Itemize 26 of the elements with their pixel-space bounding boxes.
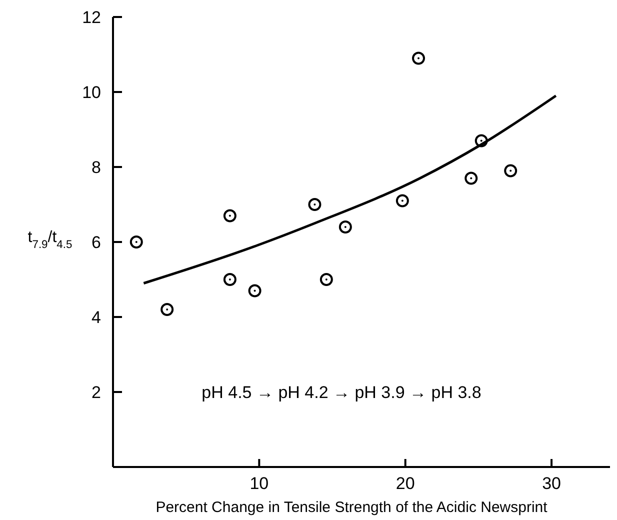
point	[320, 273, 333, 286]
point	[160, 303, 174, 316]
x-tick-label: 20	[396, 474, 415, 493]
x-tick-label: 10	[250, 474, 269, 493]
x-axis-title: Percent Change in Tensile Strength of the Acidic Newsprint	[156, 499, 548, 516]
y-tick-label: 8	[92, 158, 101, 177]
line-series	[142, 94, 558, 284]
y-tick-label: 10	[82, 82, 101, 102]
point	[412, 52, 426, 65]
point	[464, 172, 478, 185]
point	[308, 198, 322, 211]
point	[504, 164, 518, 178]
point	[338, 220, 352, 234]
point	[223, 209, 236, 222]
point	[396, 194, 409, 208]
y-tick-label: 6	[92, 232, 101, 252]
point	[223, 273, 236, 286]
annotation: pH 4.5 → pH 4.2 → pH 3.9 → pH 3.8	[202, 383, 482, 402]
x-tick-label: 30	[542, 474, 561, 493]
point	[130, 236, 143, 248]
point	[474, 134, 488, 148]
y-tick-label: 4	[92, 308, 101, 327]
point	[248, 284, 262, 298]
y-tick-label: 2	[92, 382, 101, 402]
y-tick-label: 12	[82, 8, 101, 27]
y-axis-title: t$_{7.9}$/t$_{4.5}$	[28, 229, 72, 251]
